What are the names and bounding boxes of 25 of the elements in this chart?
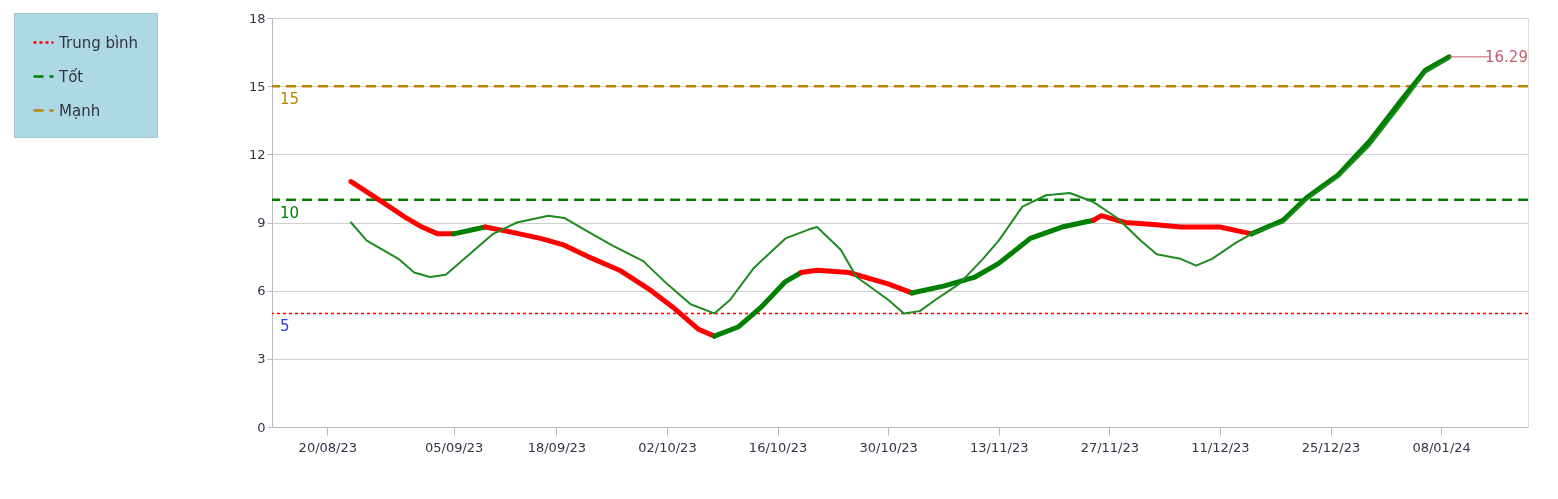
y-tick-label: 3 [257, 351, 266, 367]
x-tick-label: 18/09/23 [527, 439, 587, 455]
x-tick-label: 13/11/23 [970, 439, 1029, 455]
y-tick-label: 0 [257, 419, 266, 435]
legend-label: Tốt [58, 67, 84, 86]
y-tick-label: 6 [257, 283, 266, 299]
y-tick-label: 12 [248, 146, 266, 162]
x-tick-label: 20/08/23 [298, 439, 357, 455]
x-tick-label: 27/11/23 [1080, 439, 1140, 455]
y-tick-label: 18 [248, 10, 266, 26]
y-tick-label: 9 [257, 215, 266, 230]
annotation: 10 [280, 203, 300, 222]
x-tick-label: 11/12/23 [1191, 439, 1250, 455]
annotation: 5 [280, 317, 290, 336]
legend-label: Trung bình [58, 33, 139, 52]
x-tick-label: 30/10/23 [859, 439, 918, 455]
x-tick-label: 25/12/23 [1301, 439, 1361, 455]
legend-label: Mạnh [59, 101, 101, 120]
annotation: 16.29 [1485, 47, 1528, 66]
x-tick-label: 08/01/24 [1412, 439, 1471, 455]
y-tick-label: 15 [248, 78, 266, 94]
annotation: 15 [280, 90, 300, 109]
x-tick-label: 16/10/23 [748, 439, 808, 455]
x-tick-label: 05/09/23 [424, 439, 484, 455]
x-tick-label: 02/10/23 [638, 439, 697, 455]
